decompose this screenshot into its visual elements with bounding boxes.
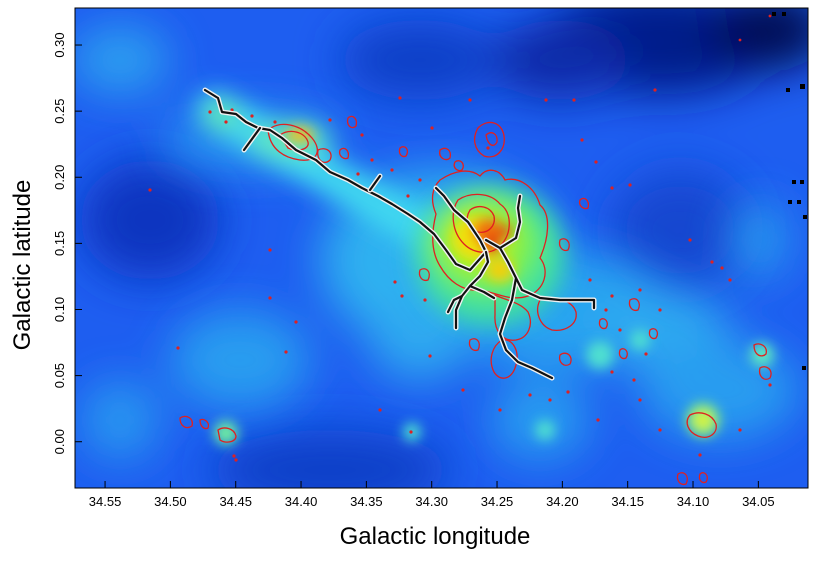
y-axis: 0.00 0.05 0.10 0.15 0.20 0.25 0.30: [52, 32, 82, 454]
y-axis-title: Galactic latitude: [9, 180, 36, 351]
y-tick-label: 0.05: [52, 363, 67, 388]
contour-layer: [179, 115, 772, 486]
intensity-map: [75, 8, 808, 488]
edge-markers: [772, 12, 807, 370]
x-tick-label: 34.25: [481, 494, 514, 509]
x-tick-label: 34.35: [350, 494, 383, 509]
x-tick-label: 34.20: [546, 494, 579, 509]
y-tick-label: 0.10: [52, 297, 67, 322]
x-tick-label: 34.50: [154, 494, 187, 509]
x-tick-label: 34.45: [219, 494, 252, 509]
x-tick-label: 34.55: [89, 494, 122, 509]
contour-speckles: [148, 14, 772, 462]
y-tick-label: 0.20: [52, 165, 67, 190]
y-tick-label: 0.25: [52, 98, 67, 123]
plot-frame: [74, 7, 809, 489]
y-tick-label: 0.00: [52, 429, 67, 454]
filament-skeleton: [202, 87, 597, 381]
x-tick-label: 34.15: [611, 494, 644, 509]
y-tick-label: 0.15: [52, 231, 67, 256]
y-tick-label: 0.30: [52, 32, 67, 57]
x-tick-label: 34.10: [677, 494, 710, 509]
x-axis: 34.55 34.50 34.45 34.40 34.35 34.30 34.25 34.20…: [89, 481, 775, 509]
x-axis-title: Galactic longitude: [340, 523, 531, 550]
x-tick-label: 34.05: [742, 494, 775, 509]
x-tick-label: 34.30: [415, 494, 448, 509]
x-tick-label: 34.40: [285, 494, 318, 509]
